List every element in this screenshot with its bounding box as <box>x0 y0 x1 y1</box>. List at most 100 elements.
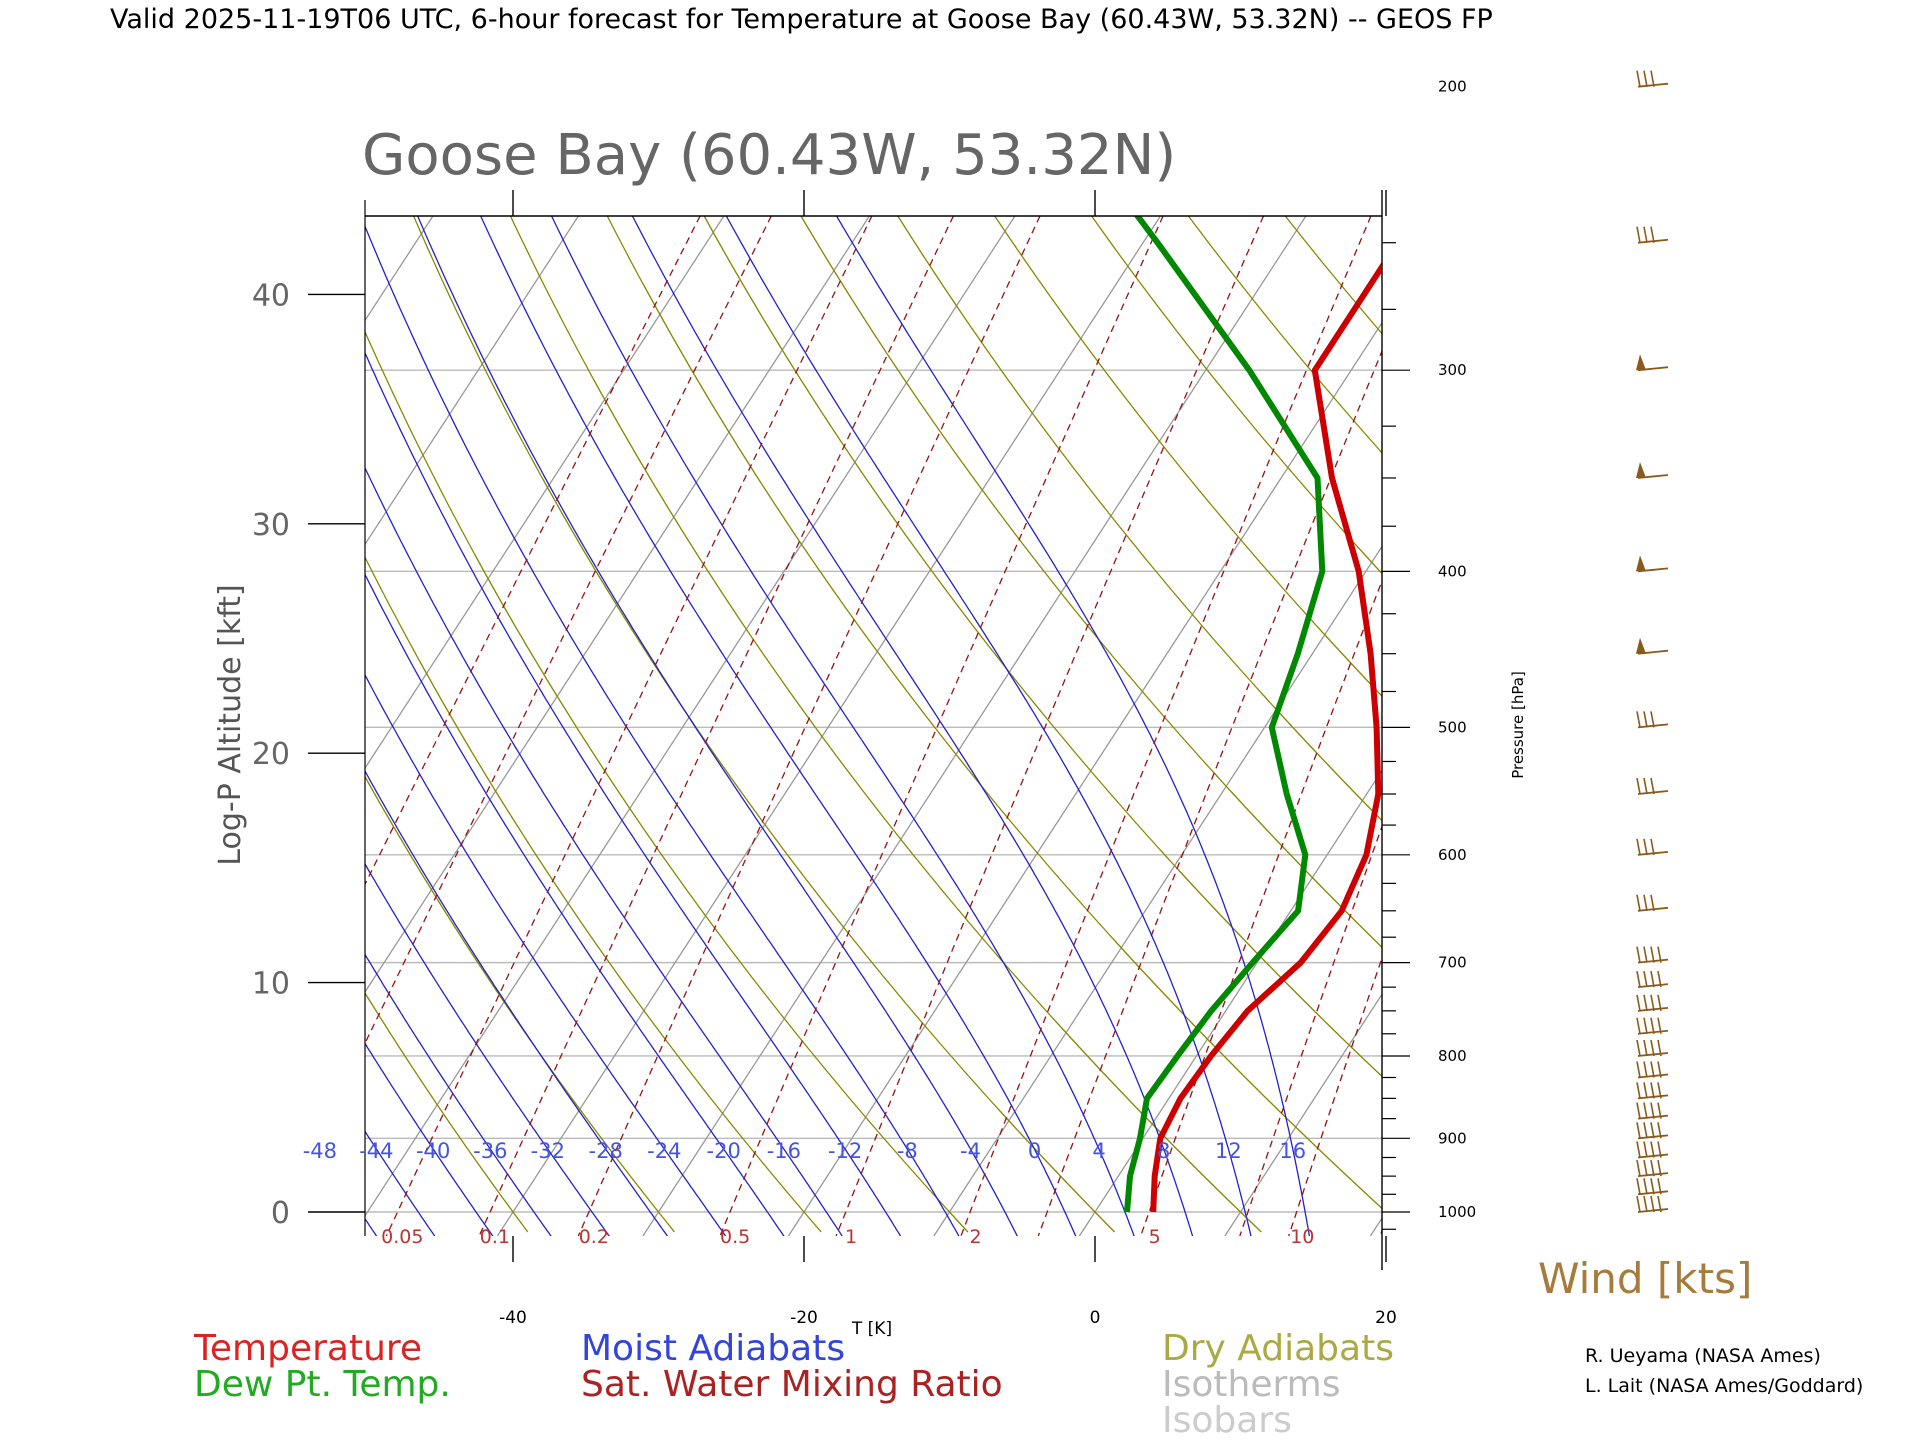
mixing-ratio-line <box>386 216 872 1236</box>
isotherm-line <box>1225 216 1888 1236</box>
wind-barb <box>1636 462 1668 478</box>
isotherm-line <box>0 216 142 1236</box>
wind-barb-feather <box>1644 1141 1647 1157</box>
y-tick-label: 30 <box>252 508 290 543</box>
wind-barb-feather <box>1651 1160 1654 1176</box>
wind-barb <box>1636 555 1668 571</box>
wind-barb-feather <box>1644 1160 1647 1176</box>
wind-barb <box>1637 995 1668 1011</box>
pressure-tick-label: 400 <box>1438 562 1467 580</box>
wind-barb-feather <box>1644 947 1647 963</box>
isotherm-line <box>0 216 578 1236</box>
x-axis-label: T [K] <box>851 1319 892 1339</box>
moist-adiabat-label: 16 <box>1279 1139 1306 1163</box>
wind-barb-feather <box>1651 1018 1654 1034</box>
wind-barb-feather <box>1651 1122 1654 1138</box>
wind-barb-feather <box>1637 971 1640 987</box>
legend-dry-adiabats: Dry Adiabats <box>1162 1328 1394 1369</box>
dry-adiabat <box>26 216 528 1232</box>
mixing-ratio-line <box>1672 216 1920 1236</box>
moist-adiabat-label: -36 <box>473 1139 507 1163</box>
wind-barb-feather <box>1651 1103 1654 1119</box>
wind-barb <box>1637 1178 1668 1194</box>
wind-barb-feather <box>1644 71 1647 87</box>
mixing-ratio-line <box>272 216 771 1236</box>
dry-adiabat <box>704 216 1554 1232</box>
wind-barb-feather <box>1637 227 1640 243</box>
wind-barb-feather <box>1651 1178 1654 1194</box>
moist-adiabat-label: -8 <box>897 1139 918 1163</box>
wind-barb-feather <box>1644 1178 1647 1194</box>
pressure-tick-label: 1000 <box>1438 1203 1476 1221</box>
moist-adiabat-label: 8 <box>1157 1139 1170 1163</box>
wind-barb <box>1637 1160 1668 1176</box>
mixing-ratio-label: 1 <box>845 1226 857 1248</box>
wind-barb-flag <box>1636 638 1646 654</box>
mixing-ratio-line <box>1545 216 1866 1236</box>
legend-dewpoint: Dew Pt. Temp. <box>194 1364 451 1405</box>
legend-mixing-ratio: Sat. Water Mixing Ratio <box>581 1364 1003 1405</box>
mixing-ratio-line <box>836 216 1263 1236</box>
wind-barb-feather <box>1651 1196 1654 1212</box>
wind-barb-feather <box>1651 1141 1654 1157</box>
wind-barb-feather <box>1651 778 1654 794</box>
legend-temperature: Temperature <box>193 1328 422 1369</box>
wind-barb-feather <box>1637 839 1640 855</box>
wind-barb-feather <box>1644 895 1647 911</box>
moist-adiabat-label: 0 <box>1028 1139 1041 1163</box>
wind-barb <box>1637 778 1668 794</box>
wind-barbs <box>1636 71 1668 1212</box>
pressure-tick-label: 200 <box>1438 78 1467 96</box>
dry-adiabat <box>123 216 675 1232</box>
y-axis-label: Log-P Altitude [kft] <box>213 584 248 865</box>
mixing-ratio-line <box>720 216 1163 1236</box>
pressure-tick-label: 500 <box>1438 718 1467 736</box>
temperature-profile <box>1153 0 1404 1212</box>
mixing-ratio-line <box>1616 216 1920 1236</box>
dry-adiabat <box>1673 216 1920 1232</box>
wind-barb <box>1637 227 1668 243</box>
wind-barb <box>1637 1122 1668 1138</box>
wind-barb-feather <box>1637 1196 1640 1212</box>
wind-barb-feather <box>1637 995 1640 1011</box>
wind-barb <box>1637 839 1668 855</box>
pressure-tick-label: 600 <box>1438 846 1467 864</box>
wind-barb-feather <box>1644 1040 1647 1056</box>
wind-barb-feather <box>1637 1103 1640 1119</box>
moist-adiabat-label: -24 <box>647 1139 681 1163</box>
mixing-ratio-line <box>1448 216 1784 1236</box>
wind-barb-feather <box>1644 711 1647 727</box>
legend-isobars: Isobars <box>1162 1400 1292 1440</box>
moist-adiabat-label: -28 <box>589 1139 623 1163</box>
wind-barb-feather <box>1644 1061 1647 1077</box>
mixing-ratio-line <box>1289 216 1650 1236</box>
mixing-ratio-line <box>1380 216 1727 1236</box>
wind-barb-feather <box>1644 1103 1647 1119</box>
mixing-ratio-label: 5 <box>1149 1226 1161 1248</box>
isotherm-line <box>1516 216 1920 1236</box>
wind-barb-feather <box>1651 895 1654 911</box>
dry-adiabat <box>1770 216 1920 1232</box>
moist-adiabat-label: -32 <box>531 1139 565 1163</box>
wind-barb-feather <box>1637 711 1640 727</box>
mixing-ratio-label: 0.5 <box>720 1226 750 1248</box>
mixing-ratio-line <box>1240 216 1609 1236</box>
isotherm-line <box>352 216 1015 1236</box>
wind-barb-feather <box>1637 1178 1640 1194</box>
pressure-tick-label: 700 <box>1438 954 1467 972</box>
wind-barb-feather <box>1637 1160 1640 1176</box>
x-tick-label: 20 <box>1375 1308 1397 1328</box>
wind-barb <box>1637 1082 1668 1098</box>
dry-adiabat <box>607 216 1408 1232</box>
wind-barb-feather <box>1644 1082 1647 1098</box>
wind-barb <box>1637 895 1668 911</box>
moist-adiabat-label: -48 <box>303 1139 337 1163</box>
chart-title: Goose Bay (60.43W, 53.32N) <box>362 123 1176 188</box>
dry-adiabat <box>1866 216 1920 1232</box>
wind-barb-feather <box>1651 71 1654 87</box>
wind-barb-feather <box>1637 1018 1640 1034</box>
header-title: Valid 2025-11-19T06 UTC, 6-hour forecast… <box>110 4 1493 35</box>
wind-barb-feather <box>1651 947 1654 963</box>
wind-barb-flag <box>1636 354 1646 370</box>
